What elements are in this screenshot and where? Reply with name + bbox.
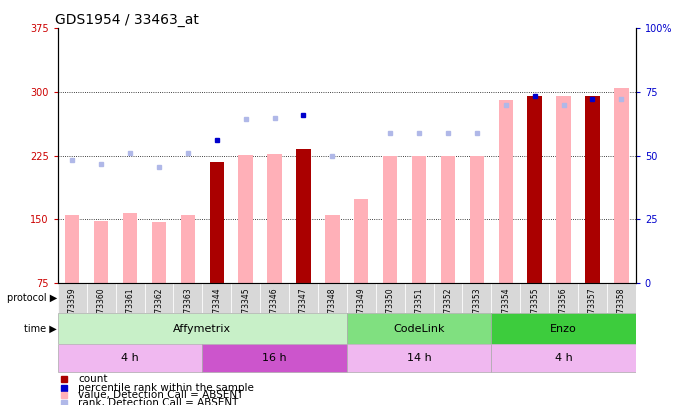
Bar	[585, 96, 600, 283]
Text: rank, Detection Call = ABSENT: rank, Detection Call = ABSENT	[78, 398, 239, 405]
FancyBboxPatch shape	[492, 343, 636, 372]
FancyBboxPatch shape	[434, 283, 462, 313]
Bar	[123, 213, 137, 283]
Text: percentile rank within the sample: percentile rank within the sample	[78, 384, 254, 393]
Text: 16 h: 16 h	[262, 353, 287, 363]
FancyBboxPatch shape	[549, 283, 578, 313]
Text: GSM73360: GSM73360	[97, 288, 105, 329]
Bar	[152, 222, 166, 283]
Bar	[556, 96, 571, 283]
Text: GSM73355: GSM73355	[530, 288, 539, 329]
Bar	[239, 155, 253, 283]
Bar	[209, 162, 224, 283]
Text: Enzo: Enzo	[550, 324, 577, 333]
FancyBboxPatch shape	[462, 283, 492, 313]
Bar	[528, 96, 542, 283]
Text: GSM73350: GSM73350	[386, 288, 394, 329]
Bar	[470, 156, 484, 283]
FancyBboxPatch shape	[144, 283, 173, 313]
FancyBboxPatch shape	[376, 283, 405, 313]
Bar	[498, 100, 513, 283]
FancyBboxPatch shape	[58, 283, 87, 313]
Text: GSM73356: GSM73356	[559, 288, 568, 329]
Text: GSM73357: GSM73357	[588, 288, 597, 329]
Text: 4 h: 4 h	[555, 353, 573, 363]
Text: GSM73358: GSM73358	[617, 288, 626, 329]
Text: time ▶: time ▶	[24, 324, 57, 333]
Text: GSM73353: GSM73353	[473, 288, 481, 329]
Text: 14 h: 14 h	[407, 353, 431, 363]
Text: value, Detection Call = ABSENT: value, Detection Call = ABSENT	[78, 390, 243, 400]
Text: GSM73362: GSM73362	[154, 288, 163, 329]
Bar	[412, 156, 426, 283]
Text: GSM73349: GSM73349	[357, 288, 366, 329]
Bar	[181, 215, 195, 283]
Bar	[441, 156, 455, 283]
Text: GSM73361: GSM73361	[126, 288, 135, 329]
FancyBboxPatch shape	[492, 313, 636, 343]
Text: count: count	[78, 374, 107, 384]
Text: GDS1954 / 33463_at: GDS1954 / 33463_at	[55, 13, 199, 27]
Text: GSM73359: GSM73359	[68, 288, 77, 329]
Text: GSM73344: GSM73344	[212, 288, 221, 329]
Text: 4 h: 4 h	[121, 353, 139, 363]
Bar	[354, 199, 369, 283]
Text: GSM73352: GSM73352	[443, 288, 452, 329]
Text: GSM73363: GSM73363	[184, 288, 192, 329]
FancyBboxPatch shape	[203, 283, 231, 313]
FancyBboxPatch shape	[347, 283, 376, 313]
FancyBboxPatch shape	[87, 283, 116, 313]
FancyBboxPatch shape	[58, 343, 203, 372]
Text: GSM73348: GSM73348	[328, 288, 337, 329]
FancyBboxPatch shape	[318, 283, 347, 313]
FancyBboxPatch shape	[405, 283, 434, 313]
Text: Affymetrix: Affymetrix	[173, 324, 231, 333]
FancyBboxPatch shape	[58, 313, 347, 343]
FancyBboxPatch shape	[231, 283, 260, 313]
FancyBboxPatch shape	[520, 283, 549, 313]
Bar	[325, 215, 339, 283]
FancyBboxPatch shape	[347, 313, 492, 343]
FancyBboxPatch shape	[289, 283, 318, 313]
Bar	[267, 154, 282, 283]
Text: GSM73345: GSM73345	[241, 288, 250, 329]
FancyBboxPatch shape	[260, 283, 289, 313]
FancyBboxPatch shape	[578, 283, 607, 313]
FancyBboxPatch shape	[116, 283, 144, 313]
FancyBboxPatch shape	[203, 343, 347, 372]
FancyBboxPatch shape	[347, 343, 492, 372]
FancyBboxPatch shape	[173, 283, 203, 313]
Text: CodeLink: CodeLink	[393, 324, 445, 333]
Text: GSM73351: GSM73351	[415, 288, 424, 329]
Text: GSM73346: GSM73346	[270, 288, 279, 329]
Bar	[614, 88, 628, 283]
Text: GSM73354: GSM73354	[501, 288, 510, 329]
Bar	[65, 215, 80, 283]
Bar	[94, 221, 108, 283]
FancyBboxPatch shape	[607, 283, 636, 313]
Bar	[296, 149, 311, 283]
Text: protocol ▶: protocol ▶	[7, 293, 57, 303]
FancyBboxPatch shape	[492, 283, 520, 313]
Bar	[383, 156, 397, 283]
Text: GSM73347: GSM73347	[299, 288, 308, 329]
